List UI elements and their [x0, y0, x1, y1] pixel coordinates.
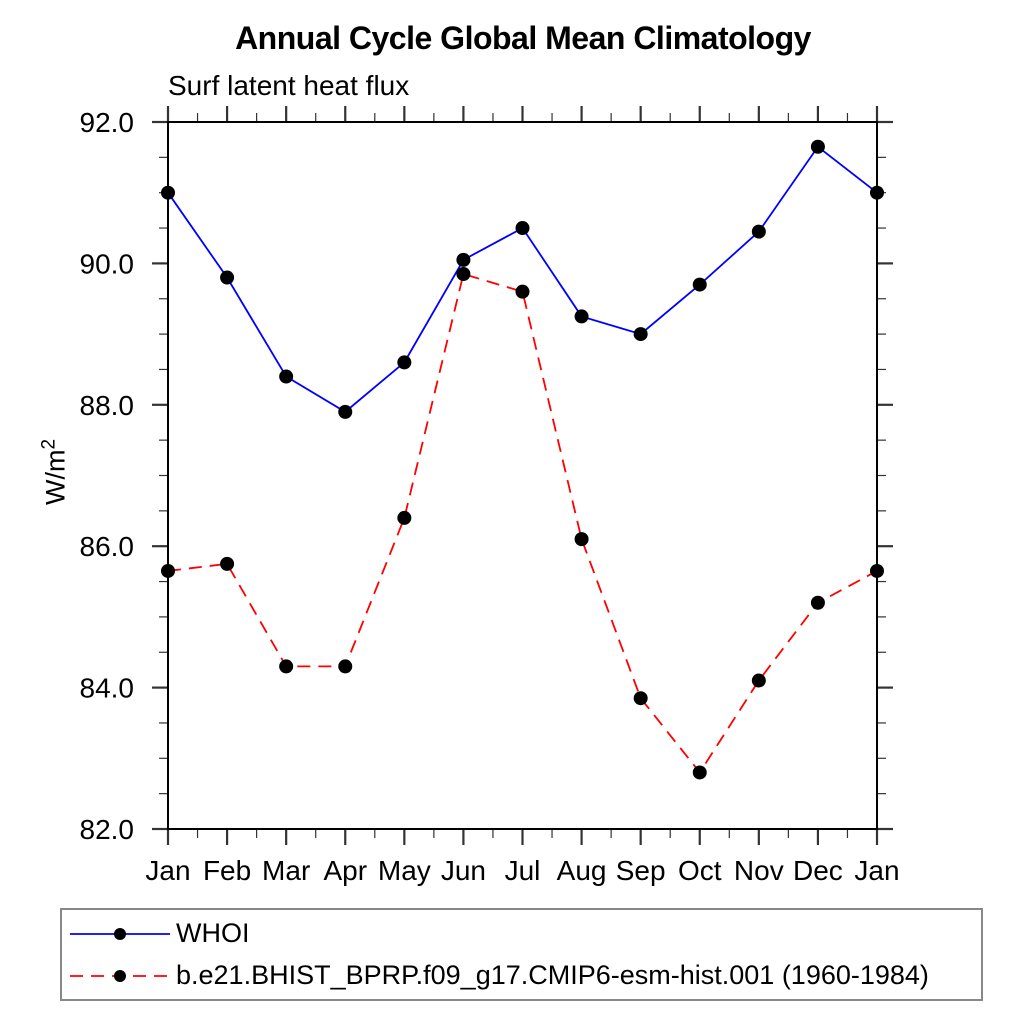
y-tick-labels: 82.0 84.0 86.0 88.0 90.0 92.0	[80, 107, 135, 845]
svg-text:Feb: Feb	[203, 855, 251, 886]
series-markers-0	[161, 139, 884, 419]
svg-text:Nov: Nov	[734, 855, 784, 886]
svg-text:Sep: Sep	[616, 855, 666, 886]
legend-row-model: b.e21.BHIST_BPRP.f09_g17.CMIP6-esm-hist.…	[68, 955, 981, 997]
svg-text:82.0: 82.0	[80, 814, 135, 845]
svg-text:Oct: Oct	[678, 855, 722, 886]
svg-text:92.0: 92.0	[80, 107, 135, 138]
legend-label-whoi: WHOI	[176, 918, 250, 948]
svg-text:Dec: Dec	[793, 855, 843, 886]
svg-text:Mar: Mar	[262, 855, 310, 886]
svg-text:Apr: Apr	[323, 855, 367, 886]
svg-text:88.0: 88.0	[80, 390, 135, 421]
svg-text:Aug: Aug	[557, 855, 607, 886]
legend-row-whoi: WHOI	[68, 913, 981, 955]
series-markers-1	[161, 267, 884, 780]
minor-ticks	[159, 113, 886, 838]
legend-label-model: b.e21.BHIST_BPRP.f09_g17.CMIP6-esm-hist.…	[176, 960, 929, 990]
svg-text:90.0: 90.0	[80, 248, 135, 279]
series-line-1	[167, 272, 878, 774]
svg-text:May: May	[378, 855, 431, 886]
legend-line-sample-whoi	[70, 927, 170, 940]
plot-frame	[167, 121, 878, 830]
legend-box: WHOI b.e21.BHIST_BPRP.f09_g17.CMIP6-esm-…	[60, 908, 983, 1001]
series-line-0	[167, 145, 878, 413]
svg-text:Jan: Jan	[145, 855, 190, 886]
svg-text:86.0: 86.0	[80, 531, 135, 562]
chart-title: Annual Cycle Global Mean Climatology	[235, 20, 811, 56]
svg-text:Jan: Jan	[854, 855, 899, 886]
svg-text:84.0: 84.0	[80, 673, 135, 704]
x-tick-labels: Jan Feb Mar Apr May Jun Jul Aug Sep Oct Nov Dec Jan	[145, 855, 899, 886]
svg-text:Jun: Jun	[441, 855, 486, 886]
major-ticks	[152, 106, 893, 845]
svg-text:Jul: Jul	[505, 855, 541, 886]
legend-line-sample-model	[70, 969, 170, 982]
chart-subtitle: Surf latent heat flux	[168, 70, 410, 101]
